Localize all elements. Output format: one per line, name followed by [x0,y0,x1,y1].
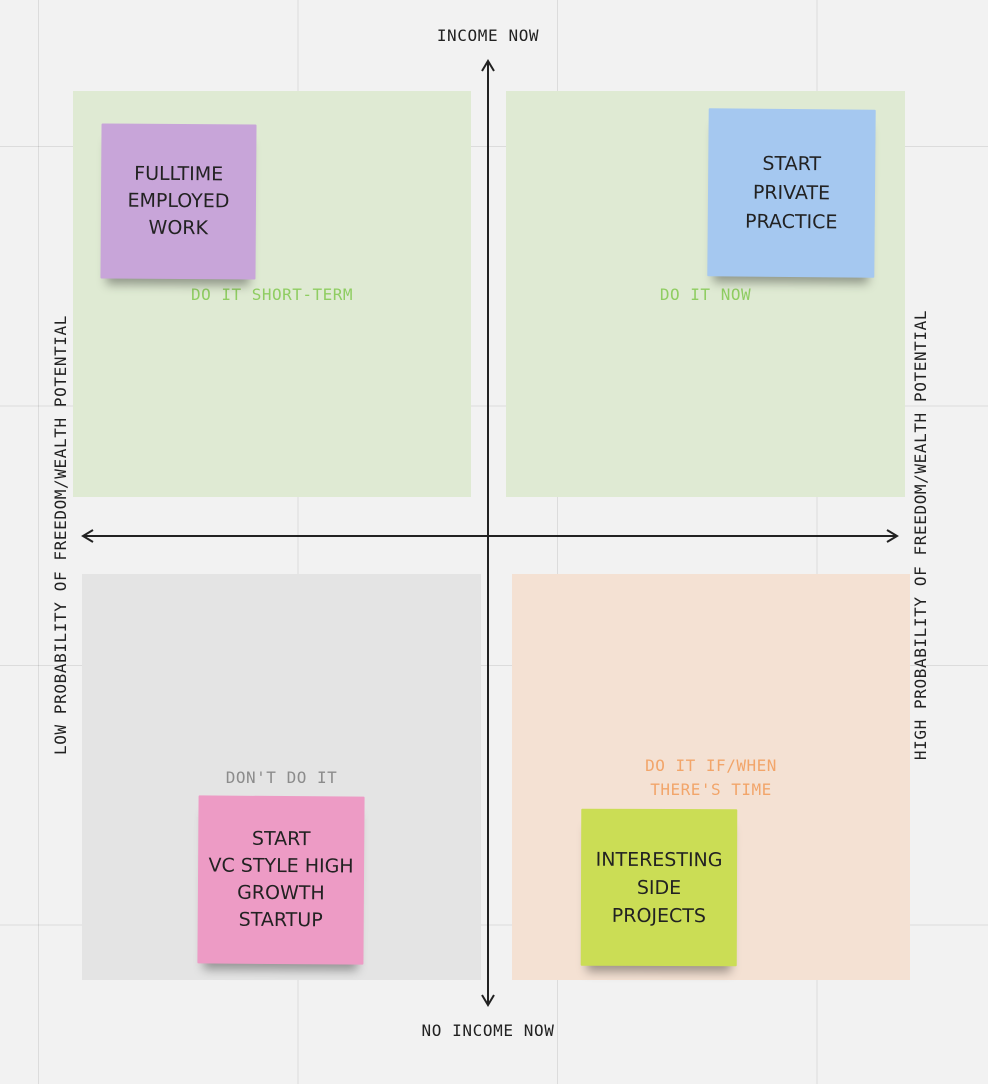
arrow-up-icon [481,59,495,72]
note-line: GROWTH [237,881,325,905]
note-line: INTERESTING [595,848,723,871]
note-line: WORK [148,216,209,240]
quadrant-label-line: DO IT IF/WHEN [645,756,777,775]
sticky-note-interesting-side-projects[interactable]: INTERESTING SIDE PROJECTS [580,808,738,967]
note-line: EMPLOYED [127,189,230,213]
axis-label-no-income-now: NO INCOME NOW [421,1021,555,1040]
axis-label-income-now: INCOME NOW [436,26,540,45]
sticky-note-fulltime-employed-work[interactable]: FULLTIME EMPLOYED WORK [100,123,257,280]
quadrant-label-do-it-if-when-time: DO IT IF/WHEN THERE'S TIME [512,754,910,802]
quadrant-label-do-it-short-term: DO IT SHORT-TERM [190,285,354,304]
sticky-note-vc-startup[interactable]: START VC STYLE HIGH GROWTH STARTUP [197,795,365,965]
note-line: PROJECTS [611,904,707,927]
note-line: VC STYLE HIGH [208,854,354,878]
note-line: PRACTICE [745,210,838,233]
quadrant-label-do-it-now: DO IT NOW [659,285,752,304]
axis-label-high-probability: HIGH PROBABILITY OF FREEDOM/WEALTH POTEN… [911,309,930,761]
axis-label-low-probability: LOW PROBABILITY OF FREEDOM/WEALTH POTENT… [51,314,70,756]
note-line: STARTUP [238,908,323,932]
arrow-down-icon [481,994,495,1007]
note-line: START [762,152,822,175]
note-line: START [251,827,311,851]
note-line: PRIVATE [752,181,831,204]
quadrant-label-line: THERE'S TIME [650,780,772,799]
arrow-right-icon [886,529,899,543]
arrow-left-icon [81,529,94,543]
sticky-note-start-private-practice[interactable]: START PRIVATE PRACTICE [707,108,876,278]
quadrant-label-dont-do-it: DON'T DO IT [225,768,338,787]
note-line: FULLTIME [134,162,224,186]
note-line: SIDE [636,876,682,899]
